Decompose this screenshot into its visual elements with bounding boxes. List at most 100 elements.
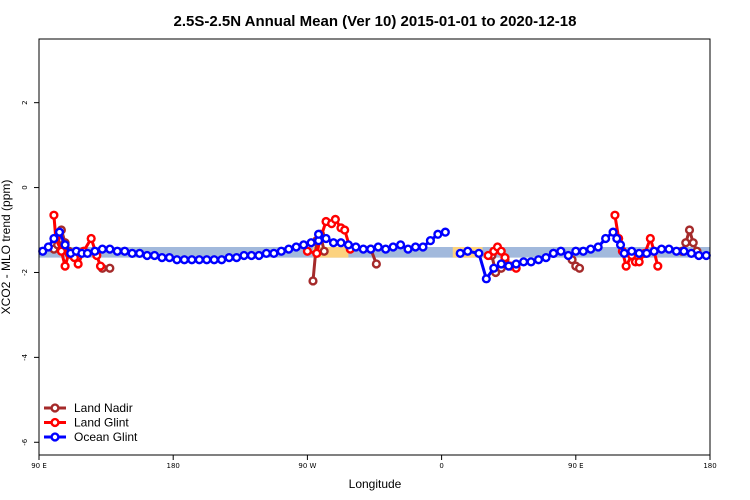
ocean-glint-point	[526, 257, 536, 267]
ocean-glint-point	[481, 274, 491, 284]
land-band	[312, 247, 349, 258]
ocean-glint-point	[642, 248, 652, 258]
ocean-glint-point	[82, 248, 93, 258]
ocean-glint-point	[49, 233, 59, 244]
land-glint-point	[634, 257, 644, 267]
ocean-glint-point	[269, 248, 279, 258]
ocean-glint-point	[563, 250, 573, 261]
ocean-glint-point	[358, 244, 368, 254]
ocean-glint-point	[135, 248, 145, 258]
ocean-glint-point	[548, 248, 559, 258]
plot-area	[38, 210, 711, 286]
ocean-glint-point	[571, 246, 581, 256]
ocean-glint-point	[306, 238, 316, 248]
y-tick-label: -2	[21, 269, 29, 276]
ocean-glint-point	[627, 246, 637, 256]
x-tick-label: 90 E	[568, 462, 584, 470]
land-nadir-point	[684, 225, 695, 235]
ocean-glint-point	[496, 259, 506, 269]
ocean-glint-point	[120, 246, 130, 256]
ocean-glint-point	[533, 255, 544, 265]
land-glint-point	[621, 261, 631, 271]
ocean-glint-point	[172, 255, 182, 265]
ocean-glint-point	[578, 246, 588, 256]
ocean-glint-point	[179, 255, 189, 265]
ocean-glint-point	[593, 242, 603, 252]
ocean-glint-point	[246, 250, 257, 261]
land-glint-point	[95, 261, 106, 271]
land-glint-point	[496, 246, 506, 256]
ocean-glint-legend-label: Ocean Glint	[74, 430, 138, 444]
ocean-glint-point	[112, 246, 122, 256]
ocean-glint-point	[373, 242, 383, 252]
land-nadir-point	[681, 238, 691, 248]
ocean-glint-point	[586, 244, 596, 254]
x-tick-label: 180	[167, 462, 180, 470]
ocean-glint-point	[612, 233, 622, 244]
ocean-glint-point	[351, 242, 361, 252]
ocean-glint-point	[187, 255, 197, 265]
ocean-glint-point	[425, 236, 436, 246]
land-glint-point	[49, 210, 59, 220]
ocean-glint-point	[615, 240, 626, 250]
ocean-glint-point	[90, 246, 100, 256]
ocean-glint-point	[284, 244, 294, 254]
ocean-glint-point	[202, 255, 212, 265]
ocean-glint-point	[455, 248, 465, 258]
land-glint-point	[86, 233, 96, 244]
ocean-band	[39, 247, 710, 258]
ocean-glint-point	[239, 250, 249, 261]
x-axis-label: Longitude	[349, 477, 402, 491]
ocean-glint-point	[694, 250, 704, 261]
ocean-glint-point	[328, 238, 339, 248]
land-nadir-point	[574, 263, 585, 273]
ocean-glint-point	[634, 248, 644, 258]
ocean-glint-point	[388, 242, 398, 252]
land-nadir-point	[319, 246, 329, 256]
ocean-glint-point	[149, 250, 160, 261]
y-tick-label: 0	[21, 185, 29, 189]
ocean-glint-point	[601, 233, 611, 244]
ocean-glint-point	[105, 244, 115, 254]
ocean-glint-point	[321, 233, 331, 244]
y-axis: 2 0 -2 -4 -6	[21, 100, 39, 446]
ocean-glint-point	[60, 240, 70, 250]
x-tick-label: 0	[439, 462, 443, 470]
ocean-glint-point	[541, 253, 551, 263]
ocean-glint-point	[291, 242, 301, 252]
ocean-glint-legend-marker	[50, 432, 60, 442]
y-tick-label: -6	[21, 438, 29, 446]
ocean-glint-point	[164, 253, 175, 263]
ocean-glint-point	[701, 250, 711, 261]
land-glint-point	[73, 259, 83, 269]
land-glint-point	[500, 253, 510, 263]
ocean-glint-point	[97, 244, 107, 254]
ocean-glint-point	[366, 244, 376, 254]
ocean-glint-point	[261, 248, 271, 258]
ocean-glint-point	[679, 246, 689, 256]
ocean-glint-point	[474, 248, 484, 258]
y-tick-label: -4	[21, 353, 29, 361]
ocean-glint-point	[209, 255, 219, 265]
ocean-glint-point	[336, 238, 346, 248]
ocean-glint-point	[142, 250, 152, 261]
ocean-glint-point	[224, 253, 234, 263]
land-glint-point	[610, 210, 620, 220]
land-glint-point	[645, 233, 655, 244]
land-glint-point	[483, 250, 493, 261]
ocean-glint-point	[556, 246, 566, 256]
ocean-glint-point	[299, 240, 309, 250]
ocean-glint-point	[463, 246, 473, 256]
ocean-glint-point	[54, 227, 65, 237]
land-nadir-legend-label: Land Nadir	[74, 401, 133, 415]
ocean-glint-point	[231, 253, 242, 263]
ocean-glint-point	[649, 246, 659, 256]
ocean-glint-point	[410, 242, 421, 252]
land-glint-point	[653, 261, 663, 271]
ocean-glint-point	[686, 248, 696, 258]
ocean-glint-point	[343, 240, 354, 250]
y-tick-label: 2	[21, 100, 29, 104]
x-tick-label: 90 W	[298, 462, 316, 470]
ocean-glint-point	[194, 255, 204, 265]
